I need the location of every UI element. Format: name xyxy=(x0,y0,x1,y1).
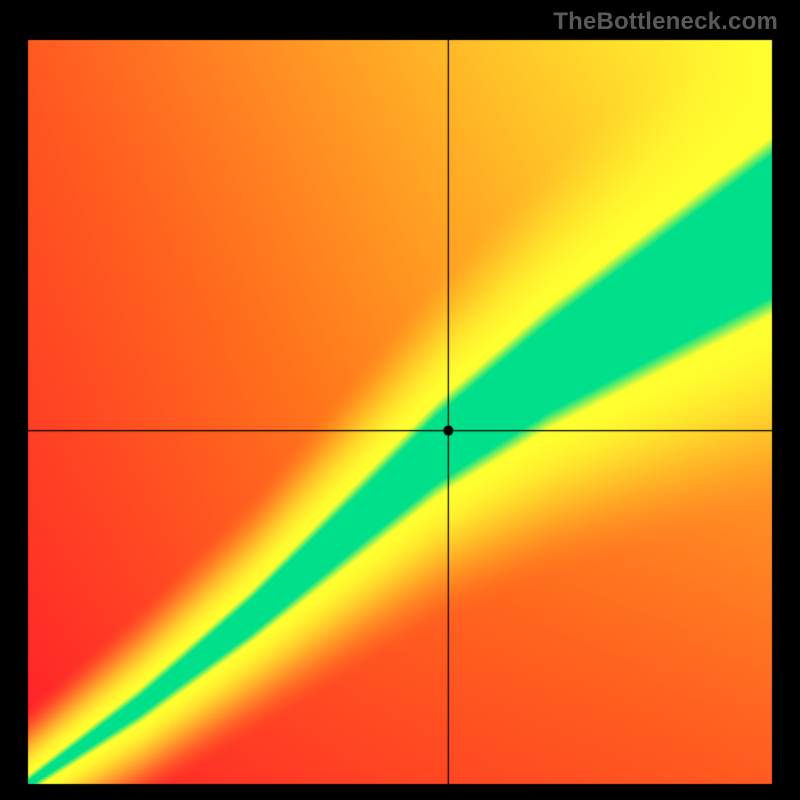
watermark-text: TheBottleneck.com xyxy=(553,8,778,36)
bottleneck-heatmap-canvas xyxy=(0,0,800,800)
